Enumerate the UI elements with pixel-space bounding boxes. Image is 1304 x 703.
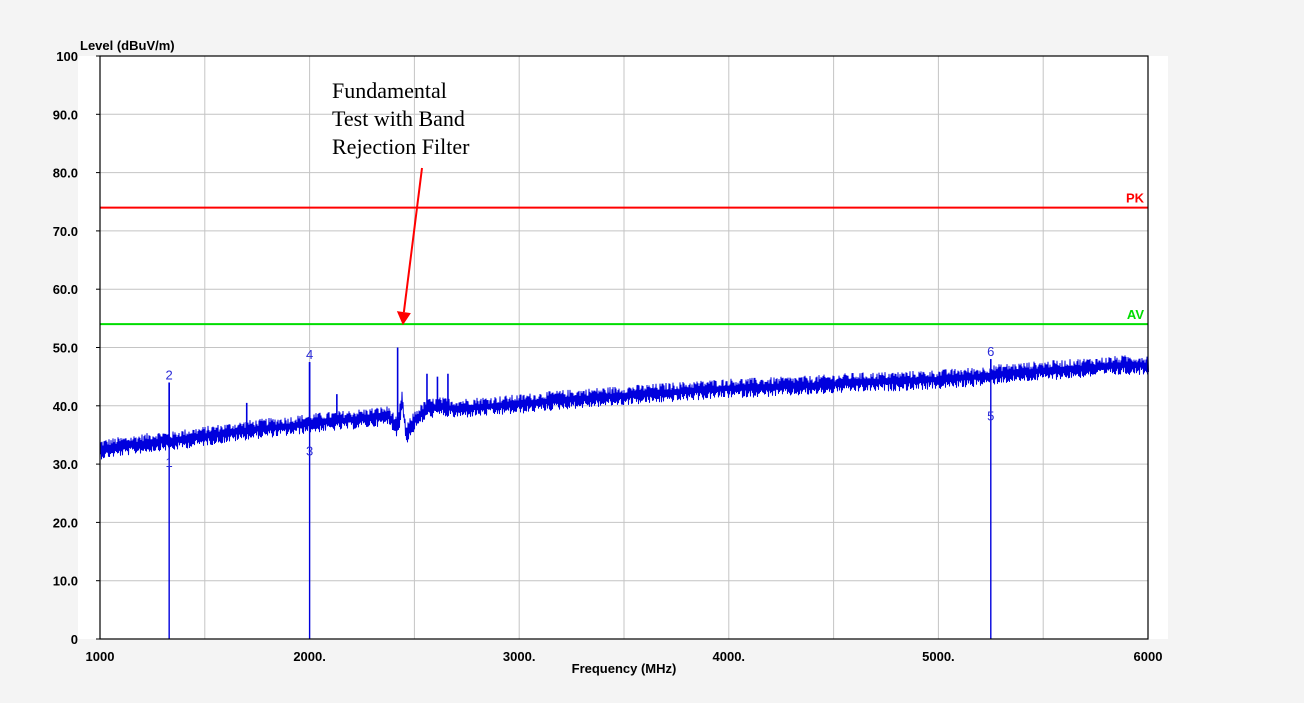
annotation: Fundamental Test with Band Rejection Filte… (332, 78, 470, 326)
annotation-text: Fundamental (332, 78, 447, 103)
y-tick-label: 80.0 (53, 166, 78, 181)
x-axis-title: Frequency (MHz) (572, 661, 677, 676)
x-tick-label: 2000. (293, 649, 326, 664)
marker-label: 1 (166, 455, 173, 470)
x-tick-label: 5000. (922, 649, 955, 664)
x-tick-label: 6000 (1134, 649, 1163, 664)
marker-label: 4 (306, 347, 313, 362)
y-tick-label: 60.0 (53, 282, 78, 297)
x-tick-label: 1000 (86, 649, 115, 664)
y-tick-label: 20.0 (53, 515, 78, 530)
limit-label-pk: PK (1126, 191, 1145, 206)
annotation-text: Rejection Filter (332, 134, 470, 159)
limit-label-av: AV (1127, 307, 1144, 322)
grid-layer (100, 56, 1148, 639)
y-tick-label: 40.0 (53, 399, 78, 414)
y-axis-title: Level (dBuV/m) (80, 38, 175, 53)
marker-label: 5 (987, 408, 994, 423)
y-tick-label: 0 (71, 632, 78, 647)
y-tick-label: 50.0 (53, 341, 78, 356)
annotation-text: Test with Band (332, 106, 465, 131)
y-tick-label: 30.0 (53, 457, 78, 472)
measurement-trace (99, 355, 1149, 460)
y-tick-label: 10.0 (53, 574, 78, 589)
marker-label: 2 (166, 367, 173, 382)
markers: 1 2 3 4 5 6 (166, 344, 994, 639)
marker-label: 6 (987, 344, 994, 359)
axes: 0 10.0 20.0 30.0 40.0 50.0 60.0 70.0 80.0 90.0 100… (53, 38, 1163, 676)
marker-label: 3 (306, 443, 313, 458)
x-tick-label: 3000. (503, 649, 536, 664)
limit-lines: PK AV (100, 191, 1148, 326)
y-tick-label: 100 (56, 49, 78, 64)
annotation-arrowhead (396, 311, 411, 326)
x-tick-label: 4000. (713, 649, 746, 664)
annotation-arrow (402, 167, 423, 313)
y-tick-label: 90.0 (53, 107, 78, 122)
y-tick-label: 70.0 (53, 224, 78, 239)
